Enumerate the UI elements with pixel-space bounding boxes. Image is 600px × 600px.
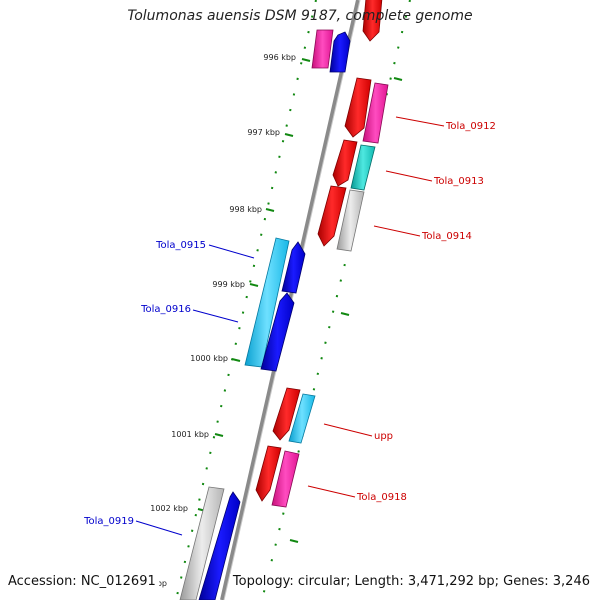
gene-arrow bbox=[179, 486, 225, 600]
gene-arrow bbox=[288, 393, 316, 444]
scale-label: 996 kbp bbox=[263, 53, 296, 62]
gene-arrow bbox=[329, 31, 351, 73]
summary-text: Topology: circular; Length: 3,471,292 bp… bbox=[229, 574, 590, 589]
scale-label: kbp bbox=[152, 579, 167, 588]
gene-arrow bbox=[271, 450, 300, 508]
gene-arrow bbox=[281, 241, 306, 294]
gene-features bbox=[179, 0, 389, 600]
gene-arrow bbox=[332, 139, 358, 187]
gene-label-tola-0912: Tola_0912 bbox=[445, 121, 496, 132]
gene-label-tola-0918: Tola_0918 bbox=[356, 492, 407, 503]
scale-label: 997 kbp bbox=[247, 128, 280, 137]
gene-arrow bbox=[362, 0, 383, 42]
leader-lines bbox=[135, 116, 445, 536]
tick-track-inner bbox=[175, 0, 317, 600]
gene-arrow bbox=[350, 144, 376, 191]
scale-labels: 996 kbp 997 kbp 998 kbp 999 kbp 1000 kbp… bbox=[150, 53, 296, 588]
gene-label-tola-0913: Tola_0913 bbox=[433, 176, 484, 187]
gene-arrow bbox=[362, 82, 389, 144]
gene-arrow bbox=[255, 445, 282, 502]
scale-label: 1002 kbp bbox=[150, 504, 188, 513]
gene-arrow bbox=[336, 189, 365, 252]
gene-arrow bbox=[260, 292, 295, 372]
scale-label: 998 kbp bbox=[229, 205, 262, 214]
gene-label-tola-0915: Tola_0915 bbox=[155, 240, 206, 251]
accession-text: Accession: NC_012691 bbox=[8, 574, 159, 589]
gene-arrow bbox=[344, 77, 372, 138]
scale-label: 999 kbp bbox=[212, 280, 245, 289]
gene-label-tola-0914: Tola_0914 bbox=[421, 231, 472, 242]
scale-label: 1001 kbp bbox=[171, 430, 209, 439]
gene-labels: Tola_0912 Tola_0913 Tola_0914 Tola_0915 … bbox=[83, 121, 496, 527]
gene-arrow bbox=[272, 387, 301, 441]
gene-label-tola-0919: Tola_0919 bbox=[83, 516, 134, 527]
gene-label-tola-0916: Tola_0916 bbox=[140, 304, 191, 315]
map-title: Tolumonas auensis DSM 9187, complete gen… bbox=[127, 8, 473, 24]
gene-arrow bbox=[317, 185, 347, 247]
major-tick-marks bbox=[197, 58, 403, 543]
gene-label-upp: upp bbox=[374, 431, 393, 442]
gene-arrow bbox=[198, 491, 241, 600]
gene-arrow bbox=[311, 29, 334, 69]
scale-label: 1000 kbp bbox=[190, 354, 228, 363]
